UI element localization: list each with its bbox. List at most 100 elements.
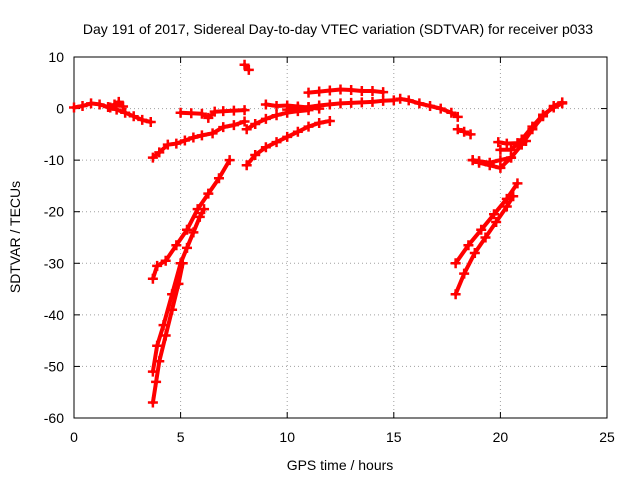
series-arc-3 [175, 105, 250, 123]
data-point [335, 98, 346, 109]
data-point [378, 87, 389, 98]
data-point [203, 112, 214, 123]
data-point [303, 121, 314, 132]
series-arc-21 [450, 191, 519, 300]
data-point [154, 356, 165, 367]
data-point [147, 397, 158, 408]
data-point [491, 217, 502, 228]
data-point [292, 103, 303, 114]
plot-frame [73, 56, 608, 419]
data-series [69, 59, 568, 408]
data-point [213, 173, 224, 184]
data-point [260, 99, 271, 110]
data-point [557, 98, 568, 109]
series-arc-2 [105, 96, 129, 113]
data-point [196, 130, 207, 141]
y-tick-label: -50 [44, 358, 64, 374]
data-point [207, 128, 218, 139]
data-point [154, 147, 165, 158]
series-arc-19 [147, 258, 188, 408]
data-point [175, 107, 186, 118]
y-tick-label: -60 [44, 410, 64, 426]
data-point [495, 144, 506, 155]
series-arc-12 [452, 124, 476, 140]
data-point [147, 152, 158, 163]
data-point [314, 118, 325, 129]
y-tick-label: -40 [44, 307, 64, 323]
series-arc-10 [303, 84, 389, 98]
data-point [120, 107, 131, 118]
series-arc-8 [241, 115, 335, 171]
x-tick-label: 25 [599, 429, 615, 445]
x-tick-label: 15 [386, 429, 402, 445]
series-arc-5 [239, 59, 254, 75]
data-point [243, 64, 254, 75]
data-point [508, 191, 519, 202]
data-point [303, 102, 314, 113]
data-point [452, 111, 463, 122]
data-point [94, 99, 105, 110]
data-point [548, 102, 559, 113]
data-point [188, 132, 199, 143]
data-point [501, 201, 512, 212]
axis-ticks: 0 5 10 15 20 25 -60 -50 -40 -30 -20 -10 0 10 [44, 49, 615, 445]
data-point [476, 224, 487, 235]
data-point [356, 97, 367, 108]
data-point [171, 138, 182, 149]
series-line [150, 119, 247, 160]
x-tick-label: 10 [279, 429, 295, 445]
data-point [177, 258, 188, 269]
data-point [160, 330, 171, 341]
data-point [77, 100, 88, 111]
y-tick-label: -30 [44, 255, 64, 271]
series-arc-9 [282, 95, 399, 115]
data-point [538, 109, 549, 120]
y-tick-label: 0 [56, 101, 64, 117]
series-arc-16 [495, 98, 568, 155]
data-point [181, 224, 192, 235]
data-point [145, 116, 156, 127]
data-point [179, 135, 190, 146]
data-point [137, 114, 148, 125]
data-point [260, 113, 271, 124]
data-point [228, 120, 239, 131]
x-axis-label: GPS time / hours [287, 457, 394, 473]
data-point [282, 104, 293, 115]
data-point [314, 100, 325, 111]
y-tick-label: -20 [44, 204, 64, 220]
data-point [450, 258, 461, 269]
data-point [118, 101, 129, 112]
data-point [167, 304, 178, 315]
y-tick-label: -10 [44, 152, 64, 168]
data-point [324, 115, 335, 126]
data-point [186, 108, 197, 119]
data-point [452, 124, 463, 135]
data-point [450, 289, 461, 300]
data-point [224, 155, 235, 166]
data-point [292, 126, 303, 137]
data-point [128, 111, 139, 122]
series-arc-17 [147, 155, 235, 284]
data-point [69, 102, 79, 113]
series-arc-11 [395, 93, 463, 122]
data-point [250, 119, 261, 130]
data-point [425, 100, 436, 111]
data-point [493, 137, 504, 148]
data-point [171, 240, 182, 251]
data-point [282, 131, 293, 142]
data-point [239, 116, 250, 127]
data-point [346, 97, 357, 108]
x-tick-label: 0 [70, 429, 78, 445]
data-point [86, 98, 97, 109]
data-point [228, 105, 239, 116]
data-point [160, 255, 171, 266]
data-point [203, 188, 214, 199]
data-point [194, 211, 205, 222]
series-arc-4 [147, 116, 250, 163]
data-point [395, 93, 406, 104]
data-point [367, 96, 378, 107]
data-point [388, 95, 399, 106]
data-point [241, 160, 252, 171]
data-point [467, 155, 478, 166]
